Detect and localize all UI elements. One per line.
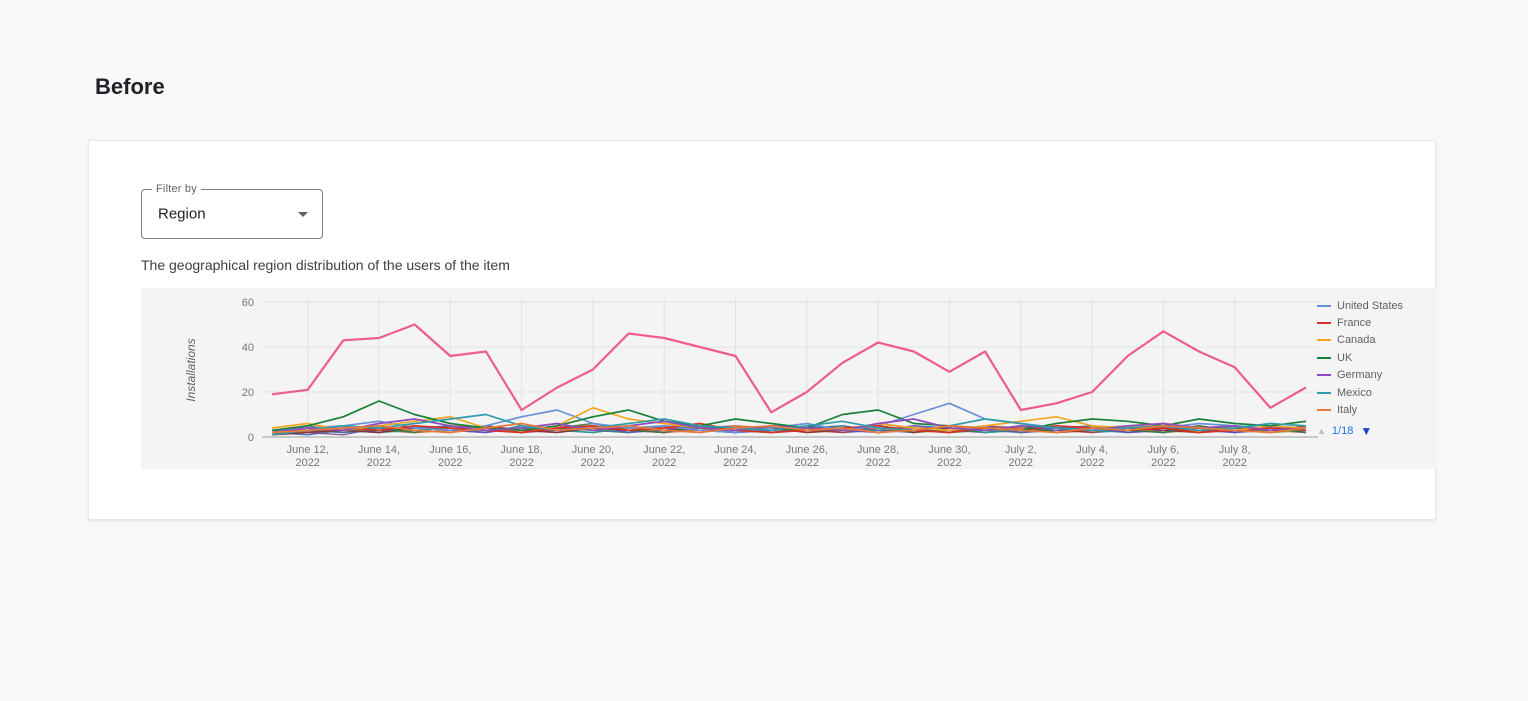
legend-swatch <box>1317 356 1331 359</box>
filter-by-label: Filter by <box>152 183 201 195</box>
legend-label: Germany <box>1337 369 1383 382</box>
filter-by-select[interactable]: Filter by Region <box>141 183 323 239</box>
chart-area: June 12, 2022 June 14, 2022 June 16, 2022 June… <box>141 288 1437 469</box>
x-tick-label: July 6, 2022 <box>1148 444 1180 469</box>
legend-prev-icon[interactable]: ▲ <box>1317 425 1326 436</box>
filter-by-value: Region <box>158 205 206 223</box>
y-axis-title: Installations <box>184 338 198 402</box>
legend-item[interactable]: Germany <box>1317 367 1435 384</box>
line-chart: June 12, 2022 June 14, 2022 June 16, 2022 June… <box>242 297 1318 469</box>
x-tick-label: July 2, 2022 <box>1005 444 1037 469</box>
x-tick-label: June 30, 2022 <box>928 444 970 469</box>
legend-label: Canada <box>1337 334 1376 347</box>
chart-description: The geographical region distribution of … <box>141 257 510 273</box>
x-tick-label: June 20, 2022 <box>572 444 614 469</box>
x-tick-label: June 28, 2022 <box>857 444 899 469</box>
y-tick-label: 20 <box>242 387 254 399</box>
legend-swatch <box>1317 304 1331 307</box>
x-tick-label: June 14, 2022 <box>358 444 400 469</box>
legend-pager: ▲ 1/18 ▼ <box>1317 424 1435 438</box>
series-line <box>271 422 1307 434</box>
legend-next-icon[interactable]: ▼ <box>1360 423 1373 438</box>
legend-item[interactable]: UK <box>1317 349 1435 366</box>
legend-items: United States France Canada UK Germany Mexico… <box>1317 297 1435 419</box>
legend-swatch <box>1317 339 1331 342</box>
legend-item[interactable]: United States <box>1317 297 1435 314</box>
series-line <box>271 323 1307 414</box>
dropdown-arrow-icon <box>298 212 308 217</box>
legend-label: France <box>1337 317 1372 330</box>
x-tick-label: July 4, 2022 <box>1076 444 1108 469</box>
x-tick-label: June 18, 2022 <box>500 444 542 469</box>
y-tick-label: 60 <box>242 297 254 309</box>
x-tick-label: June 24, 2022 <box>714 444 756 469</box>
legend-label: UK <box>1337 351 1353 364</box>
series-line <box>271 418 1307 434</box>
legend-item[interactable]: Mexico <box>1317 384 1435 401</box>
chart-card: Filter by Region The geographical region… <box>88 140 1437 520</box>
legend-item[interactable]: Italy <box>1317 401 1435 418</box>
legend-item[interactable]: France <box>1317 314 1435 331</box>
legend-page-indicator: 1/18 <box>1331 424 1354 437</box>
legend-swatch <box>1317 409 1331 412</box>
x-tick-label: June 12, 2022 <box>287 444 329 469</box>
legend-swatch <box>1317 374 1331 377</box>
legend: United States France Canada UK Germany Mexico… <box>1317 297 1435 438</box>
legend-item[interactable]: Canada <box>1317 332 1435 349</box>
x-tick-label: June 22, 2022 <box>643 444 685 469</box>
legend-label: Italy <box>1337 404 1358 417</box>
x-tick-label: July 8, 2022 <box>1219 444 1251 469</box>
legend-label: Mexico <box>1337 386 1372 399</box>
series-line <box>271 400 1307 432</box>
x-tick-label: June 26, 2022 <box>786 444 828 469</box>
legend-label: United States <box>1337 299 1404 312</box>
legend-swatch <box>1317 391 1331 394</box>
x-tick-label: June 16, 2022 <box>429 444 471 469</box>
legend-swatch <box>1317 322 1331 325</box>
y-tick-label: 40 <box>242 342 254 354</box>
y-tick-label: 0 <box>248 432 254 444</box>
page-title: Before <box>95 74 165 99</box>
